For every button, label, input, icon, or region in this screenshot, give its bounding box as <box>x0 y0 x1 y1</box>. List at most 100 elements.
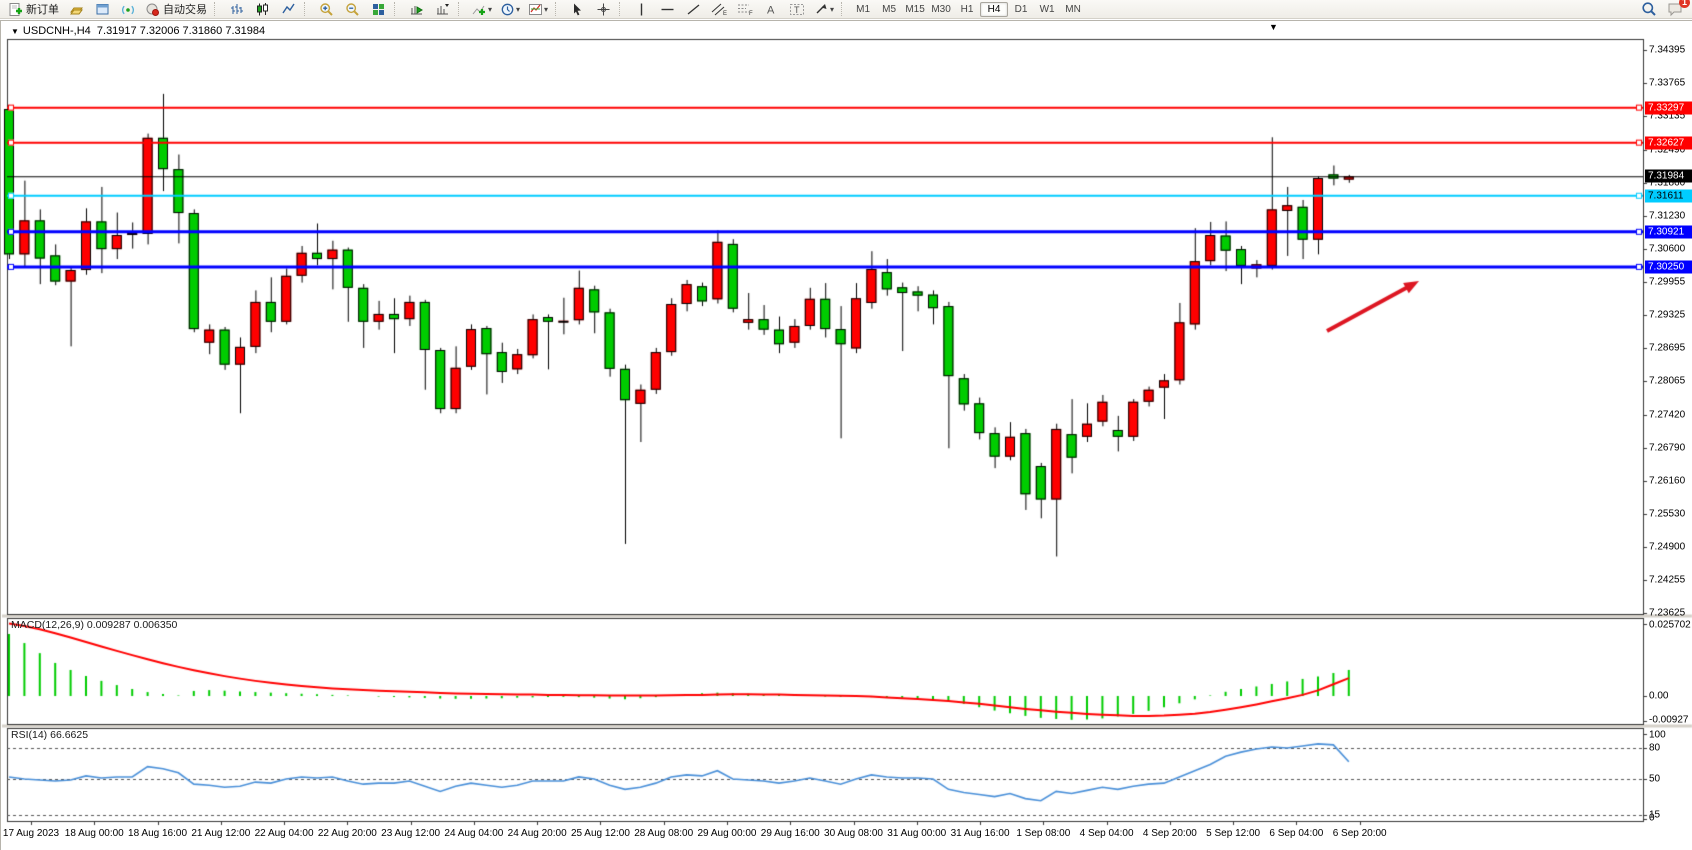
price-axis-label: 7.24255 <box>1649 574 1686 586</box>
price-axis-label: 7.30600 <box>1649 243 1686 255</box>
horizontal-line-icon <box>660 2 675 17</box>
crosshair-button[interactable] <box>591 0 615 19</box>
time-axis-label: 31 Aug 00:00 <box>887 828 947 839</box>
time-axis-label: 18 Aug 00:00 <box>64 828 124 839</box>
rsi-axis-label: 100 <box>1649 729 1666 741</box>
indicators-icon <box>471 2 487 17</box>
arrows-button[interactable]: ▾ <box>811 0 837 19</box>
market-watch-icon <box>95 2 110 17</box>
tab-h4[interactable]: H4 <box>980 1 1009 17</box>
horizontal-line-button[interactable] <box>655 0 679 19</box>
text-button[interactable]: A <box>759 0 783 19</box>
time-axis-label: 4 Sep 04:00 <box>1079 828 1134 839</box>
autotrading-icon <box>145 2 160 17</box>
price-axis-label: 7.26790 <box>1649 442 1686 454</box>
price-axis-label: 7.25530 <box>1649 508 1686 520</box>
svg-text:E: E <box>723 11 727 17</box>
toolbar-separator <box>458 2 464 16</box>
price-axis-label: 7.23625 <box>1649 607 1686 619</box>
dropdown-caret-icon: ▾ <box>516 4 521 14</box>
auto-scroll-button[interactable] <box>404 0 428 19</box>
arrows-object-icon <box>814 2 829 17</box>
tab-w1[interactable]: W1 <box>1039 3 1055 15</box>
text-label-button[interactable]: T <box>785 0 809 19</box>
time-axis-label: 22 Aug 20:00 <box>317 828 377 839</box>
rsi-axis-label: 15 <box>1649 809 1661 821</box>
price-axis-label: 7.31230 <box>1649 210 1686 222</box>
tile-windows-button[interactable] <box>366 0 390 19</box>
dropdown-caret-icon: ▾ <box>544 4 549 14</box>
toolbar-separator <box>214 2 220 16</box>
toolbar-separator <box>619 2 625 16</box>
community-chat-button[interactable]: 1 <box>1663 0 1690 19</box>
price-axis-label: 7.28065 <box>1649 375 1686 387</box>
cursor-button[interactable] <box>565 0 589 19</box>
zoom-out-icon <box>345 2 360 17</box>
macd-axis-label: -0.00927 <box>1649 714 1689 726</box>
time-axis-label: 6 Sep 04:00 <box>1269 828 1324 839</box>
time-axis-label: 24 Aug 20:00 <box>507 828 567 839</box>
tab-m30[interactable]: M30 <box>931 3 951 15</box>
time-axis-label: 22 Aug 04:00 <box>254 828 314 839</box>
charts-button[interactable] <box>64 0 88 19</box>
zoom-in-button[interactable] <box>314 0 338 19</box>
text-icon: A <box>765 2 778 17</box>
equidistant-channel-button[interactable]: E <box>707 0 731 19</box>
tab-h1[interactable]: H1 <box>960 3 974 15</box>
search-button[interactable] <box>1637 0 1661 19</box>
bar-chart-mode-button[interactable] <box>224 0 248 19</box>
line-chart-mode-button[interactable] <box>276 0 300 19</box>
candlestick-chart-icon <box>255 2 270 17</box>
rsi-axis-label: 0 <box>1649 812 1655 824</box>
svg-text:A: A <box>767 4 775 16</box>
candlestick-mode-button[interactable] <box>250 0 274 19</box>
trendline-button[interactable] <box>681 0 705 19</box>
text-label-icon: T <box>789 2 805 17</box>
cursor-icon <box>570 2 585 17</box>
tab-m15[interactable]: M15 <box>905 3 925 15</box>
new-order-label: 新订单 <box>26 4 59 16</box>
templates-button[interactable]: ▾ <box>525 0 551 19</box>
collapse-triangle-icon[interactable]: ▼ <box>11 27 19 36</box>
market-watch-button[interactable] <box>90 0 114 19</box>
toolbar-separator <box>555 2 561 16</box>
periods-button[interactable]: ▾ <box>497 0 523 19</box>
price-axis-label: 7.26160 <box>1649 475 1686 487</box>
autotrading-button[interactable]: 自动交易 <box>142 0 210 19</box>
search-icon <box>1641 1 1657 17</box>
time-axis-label: 23 Aug 12:00 <box>381 828 441 839</box>
fibonacci-button[interactable]: F <box>733 0 757 19</box>
ohlc-values: 7.31917 7.32006 7.31860 7.31984 <box>96 25 266 37</box>
alerts-button[interactable] <box>116 0 140 19</box>
chart-shift-icon <box>435 2 450 17</box>
time-axis-label: 31 Aug 16:00 <box>950 828 1010 839</box>
vertical-line-icon <box>635 2 648 17</box>
time-axis-label: 6 Sep 20:00 <box>1332 828 1387 839</box>
price-axis-label: 7.34395 <box>1649 44 1686 56</box>
tab-d1[interactable]: D1 <box>1014 3 1028 15</box>
symbol-period-label: USDCNH-,H4 <box>22 25 91 37</box>
time-axis-label: 21 Aug 12:00 <box>191 828 251 839</box>
tab-mn[interactable]: MN <box>1065 3 1081 15</box>
zoom-out-button[interactable] <box>340 0 364 19</box>
chart-shift-button[interactable] <box>430 0 454 19</box>
bar-chart-icon <box>229 2 244 17</box>
time-axis-label: 28 Aug 08:00 <box>634 828 694 839</box>
autotrading-label: 自动交易 <box>163 4 207 16</box>
tab-m1[interactable]: M1 <box>856 3 871 15</box>
new-order-button[interactable]: 新订单 <box>5 0 62 19</box>
time-axis-label: 30 Aug 08:00 <box>824 828 883 839</box>
svg-text:T: T <box>794 5 800 15</box>
fibonacci-icon: F <box>737 2 754 17</box>
chart-surface[interactable] <box>1 21 1692 850</box>
chart-shift-marker-icon[interactable]: ▼ <box>1269 22 1278 32</box>
time-axis-label: 29 Aug 16:00 <box>760 828 820 839</box>
gold-chart-icon <box>69 2 84 17</box>
price-axis-label: 7.24900 <box>1649 541 1686 553</box>
tab-m5[interactable]: M5 <box>882 3 897 15</box>
vertical-line-button[interactable] <box>629 0 653 19</box>
chat-badge: 1 <box>1679 0 1690 8</box>
indicators-button[interactable]: ▾ <box>468 0 495 19</box>
toolbar-separator <box>394 2 400 16</box>
